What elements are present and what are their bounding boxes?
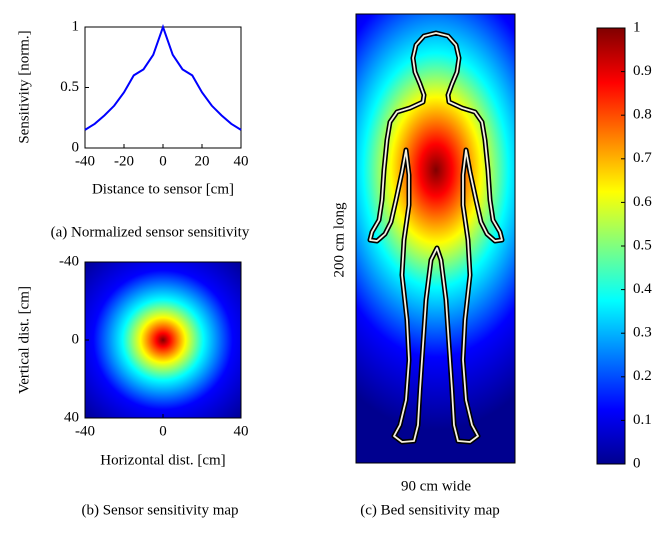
x-tick-label: 0 xyxy=(159,153,167,169)
colorbar-tick-label: 0.4 xyxy=(633,281,652,297)
figure: Distance to sensor [cm] Sensitivity [nor… xyxy=(0,0,667,537)
x-axis-label: 90 cm wide xyxy=(401,478,471,494)
colorbar-tick-label: 0.5 xyxy=(633,237,652,253)
y-tick-label: 0 xyxy=(72,139,80,155)
x-tick-label: 0 xyxy=(159,423,167,439)
axes-a xyxy=(85,27,241,148)
colorbar-tick-label: 0.8 xyxy=(633,107,652,123)
x-axis-label: Distance to sensor [cm] xyxy=(92,181,234,197)
x-tick-label: -40 xyxy=(75,153,95,169)
y-axis-label: Sensitivity [norm.] xyxy=(16,30,32,143)
caption: (a) Normalized sensor sensitivity xyxy=(51,224,250,240)
x-tick-label: 40 xyxy=(234,423,249,439)
sensor-map xyxy=(85,262,241,418)
colorbar-tick-label: 0.3 xyxy=(633,325,652,341)
colorbar-tick-label: 1 xyxy=(633,19,641,35)
caption: (b) Sensor sensitivity map xyxy=(81,502,238,518)
x-tick-label: -40 xyxy=(75,423,95,439)
y-tick-label: 1 xyxy=(72,18,80,34)
colorbar-tick-label: 0.1 xyxy=(633,412,652,428)
colorbar-tick-label: 0 xyxy=(633,455,641,471)
y-tick-label: 0 xyxy=(72,331,80,347)
line-series xyxy=(85,27,241,130)
colorbar-tick-label: 0.2 xyxy=(633,368,652,384)
colorbar xyxy=(597,28,625,464)
colorbar-tick-label: 0.6 xyxy=(633,194,652,210)
x-tick-label: 20 xyxy=(195,153,210,169)
y-tick-label: 0.5 xyxy=(60,79,79,95)
x-tick-label: 40 xyxy=(234,153,249,169)
y-axis-label: 200 cm long xyxy=(331,202,347,277)
caption: (c) Bed sensitivity map xyxy=(360,502,500,518)
y-tick-label: -40 xyxy=(59,253,79,269)
x-axis-label: Horizontal dist. [cm] xyxy=(100,452,225,468)
y-tick-label: 40 xyxy=(64,409,79,425)
colorbar-tick-label: 0.9 xyxy=(633,63,652,79)
colorbar-tick-label: 0.7 xyxy=(633,150,652,166)
x-tick-label: -20 xyxy=(114,153,134,169)
y-axis-label: Vertical dist. [cm] xyxy=(16,286,32,394)
